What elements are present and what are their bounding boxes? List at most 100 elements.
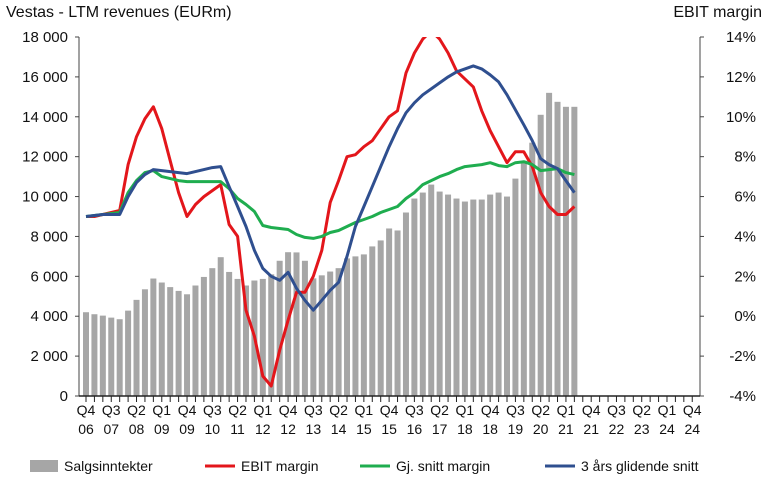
x-tick-label-year: 11	[230, 421, 245, 437]
x-tick-label-year: 15	[381, 421, 397, 437]
bar-salgsinntekter	[495, 192, 502, 396]
bar-salgsinntekter	[335, 268, 342, 396]
bar-salgsinntekter	[546, 92, 553, 396]
x-tick-label-quarter: Q1	[355, 402, 374, 418]
bar-salgsinntekter	[83, 312, 89, 396]
bar-salgsinntekter	[133, 299, 140, 396]
x-tick-label-quarter: Q4	[582, 402, 601, 418]
left-tick-label: 8 000	[30, 228, 68, 245]
x-tick-label-quarter: Q2	[632, 402, 651, 418]
bar-salgsinntekter	[461, 201, 468, 396]
x-tick-label-year: 12	[255, 421, 271, 437]
left-tick-label: 0	[60, 388, 68, 405]
bar-salgsinntekter	[478, 199, 485, 396]
bar-salgsinntekter	[268, 274, 275, 396]
right-tick-label: 10%	[726, 109, 756, 126]
bar-salgsinntekter	[411, 198, 418, 396]
bar-salgsinntekter	[360, 254, 367, 396]
bar-salgsinntekter	[184, 294, 191, 396]
line-series	[85, 37, 576, 388]
x-tick-label-quarter: Q1	[557, 402, 576, 418]
x-tick-label-year: 20	[533, 421, 549, 437]
bar-salgsinntekter	[158, 282, 165, 396]
left-tick-label: 2 000	[30, 348, 68, 365]
x-tick-label-year: 24	[684, 421, 700, 437]
x-tick-label-year: 16	[407, 421, 423, 437]
x-tick-label-quarter: Q4	[683, 402, 702, 418]
right-tick-label: 14%	[726, 29, 756, 46]
bar-salgsinntekter	[108, 317, 115, 396]
left-tick-label: 18 000	[22, 29, 68, 46]
x-tick-label-year: 07	[103, 421, 119, 437]
right-axis-title: EBIT margin	[673, 4, 762, 21]
x-tick-label-quarter: Q3	[405, 402, 424, 418]
x-tick-label-year: 06	[78, 421, 94, 437]
x-tick-label-year: 09	[179, 421, 195, 437]
bar-salgsinntekter	[242, 285, 249, 396]
legend-label: Gj. snitt margin	[396, 458, 490, 474]
bar-salgsinntekter	[192, 285, 199, 396]
x-tick-label-quarter: Q3	[506, 402, 525, 418]
legend: Salgsinntekter EBIT margin Gj. snitt margi…	[30, 458, 699, 474]
bar-salgsinntekter	[512, 178, 519, 396]
bar-salgsinntekter	[428, 184, 435, 396]
x-tick-label-quarter: Q3	[203, 402, 222, 418]
axes: 0 2 000 4 000 6 000 8 000 10 000 12 000 14 000 1…	[22, 29, 756, 437]
bar-salgsinntekter	[150, 278, 157, 396]
left-tick-label: 14 000	[22, 109, 68, 126]
bar-salgsinntekter	[470, 199, 477, 396]
bar-salgsinntekter	[571, 106, 578, 397]
bar-salgsinntekter	[537, 114, 544, 397]
bar-salgsinntekter	[445, 194, 452, 396]
x-tick-label-quarter: Q1	[253, 402, 272, 418]
x-tick-label-year: 18	[457, 421, 473, 437]
right-tick-label: -4%	[729, 388, 756, 405]
line-gj-snitt-margin	[85, 160, 575, 240]
x-tick-label-year: 12	[280, 421, 296, 437]
bar-salgsinntekter	[419, 192, 426, 396]
x-tick-label-year: 21	[583, 421, 599, 437]
x-tick-label-quarter: Q2	[329, 402, 348, 418]
bar-salgsinntekter	[487, 194, 494, 396]
bar-salgsinntekter	[209, 268, 216, 396]
x-tick-label-year: 13	[306, 421, 322, 437]
line-ebit-margin	[86, 37, 576, 388]
bar-salgsinntekter	[377, 240, 384, 396]
x-tick-label-year: 21	[558, 421, 574, 437]
x-tick-label-quarter: Q2	[228, 402, 247, 418]
bar-salgsinntekter	[344, 258, 351, 396]
legend-label: EBIT margin	[241, 458, 319, 474]
x-tick-label-year: 14	[331, 421, 347, 437]
bar-salgsinntekter	[554, 101, 561, 396]
bar-salgsinntekter	[141, 289, 148, 396]
x-tick-label-quarter: Q3	[607, 402, 626, 418]
x-tick-label-year: 22	[609, 421, 625, 437]
x-tick-label-quarter: Q4	[77, 402, 96, 418]
bar-salgsinntekter	[167, 287, 174, 396]
x-tick-label-quarter: Q3	[304, 402, 323, 418]
right-tick-label: -2%	[729, 348, 756, 365]
bar-salgsinntekter	[386, 228, 393, 396]
bar-series	[83, 92, 578, 397]
left-tick-label: 12 000	[22, 149, 68, 166]
x-tick-label-year: 09	[154, 421, 170, 437]
x-tick-label-quarter: Q4	[279, 402, 298, 418]
bar-salgsinntekter	[234, 278, 241, 396]
bar-salgsinntekter	[125, 310, 132, 396]
bar-salgsinntekter	[402, 212, 409, 396]
right-tick-label: 0%	[734, 308, 756, 325]
bar-salgsinntekter	[394, 230, 401, 396]
bar-salgsinntekter	[369, 246, 376, 396]
x-tick-label-quarter: Q4	[178, 402, 197, 418]
bar-salgsinntekter	[520, 160, 527, 396]
bar-salgsinntekter	[318, 275, 325, 396]
right-tick-label: 12%	[726, 69, 756, 86]
bar-salgsinntekter	[529, 142, 536, 396]
bar-salgsinntekter	[327, 271, 334, 396]
chart-title: Vestas - LTM revenues (EURm)	[6, 4, 232, 21]
bar-salgsinntekter	[200, 276, 207, 396]
bar-salgsinntekter	[436, 191, 443, 396]
x-tick-label-year: 08	[129, 421, 145, 437]
x-tick-label-year: 15	[356, 421, 372, 437]
line-3-rs-glidende-snitt	[85, 64, 576, 312]
